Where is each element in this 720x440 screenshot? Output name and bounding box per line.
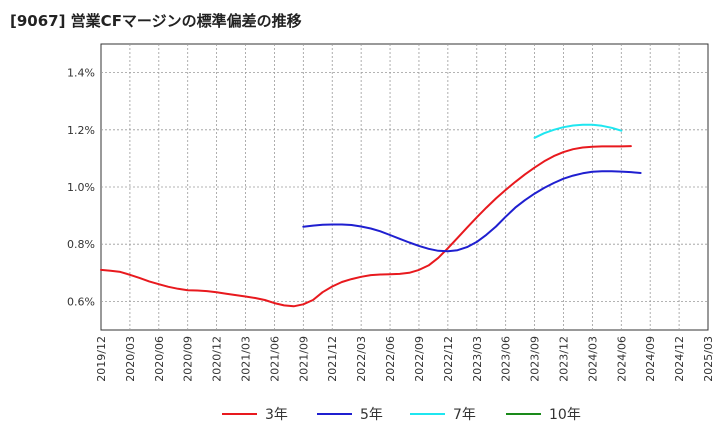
- x-tick-label: 2020/09: [182, 336, 195, 382]
- x-tick-label: 2022/09: [413, 336, 426, 382]
- x-tick-label: 2020/06: [153, 336, 166, 382]
- y-tick-label: 1.0%: [67, 181, 95, 194]
- y-tick-label: 1.4%: [67, 67, 95, 80]
- x-tick-label: 2022/12: [442, 336, 455, 382]
- x-tick-label: 2024/03: [586, 336, 599, 382]
- x-tick-label: 2023/03: [471, 336, 484, 382]
- y-tick-label: 0.8%: [67, 238, 95, 251]
- x-tick-label: 2020/03: [124, 336, 137, 382]
- x-tick-label: 2021/09: [297, 336, 310, 382]
- x-tick-label: 2023/12: [557, 336, 570, 382]
- x-tick-label: 2025/03: [702, 336, 715, 382]
- series-line-3年: [100, 145, 632, 308]
- x-tick-label: 2021/12: [326, 336, 339, 382]
- x-tick-label: 2019/12: [95, 336, 108, 382]
- legend-label: 10年: [549, 407, 581, 423]
- x-tick-label: 2024/12: [673, 336, 686, 382]
- x-tick-label: 2021/03: [240, 336, 253, 382]
- plot-frame: [100, 43, 709, 331]
- x-tick-label: 2023/06: [500, 336, 513, 382]
- series-line-5年: [302, 170, 642, 253]
- legend-label: 7年: [453, 407, 476, 423]
- chart-title: [9067] 営業CFマージンの標準偏差の推移: [10, 12, 302, 30]
- x-tick-label: 2024/06: [615, 336, 628, 382]
- x-tick-label: 2024/09: [644, 336, 657, 382]
- x-tick-label: 2022/06: [384, 336, 397, 382]
- series-line-7年: [533, 123, 623, 139]
- x-tick-label: 2020/12: [211, 336, 224, 382]
- legend-label: 5年: [360, 407, 383, 423]
- x-tick-label: 2023/09: [529, 336, 542, 382]
- x-tick-label: 2021/06: [268, 336, 281, 382]
- y-tick-label: 1.2%: [67, 124, 95, 137]
- x-tick-label: 2022/03: [355, 336, 368, 382]
- y-tick-label: 0.6%: [67, 295, 95, 308]
- legend-label: 3年: [265, 407, 288, 423]
